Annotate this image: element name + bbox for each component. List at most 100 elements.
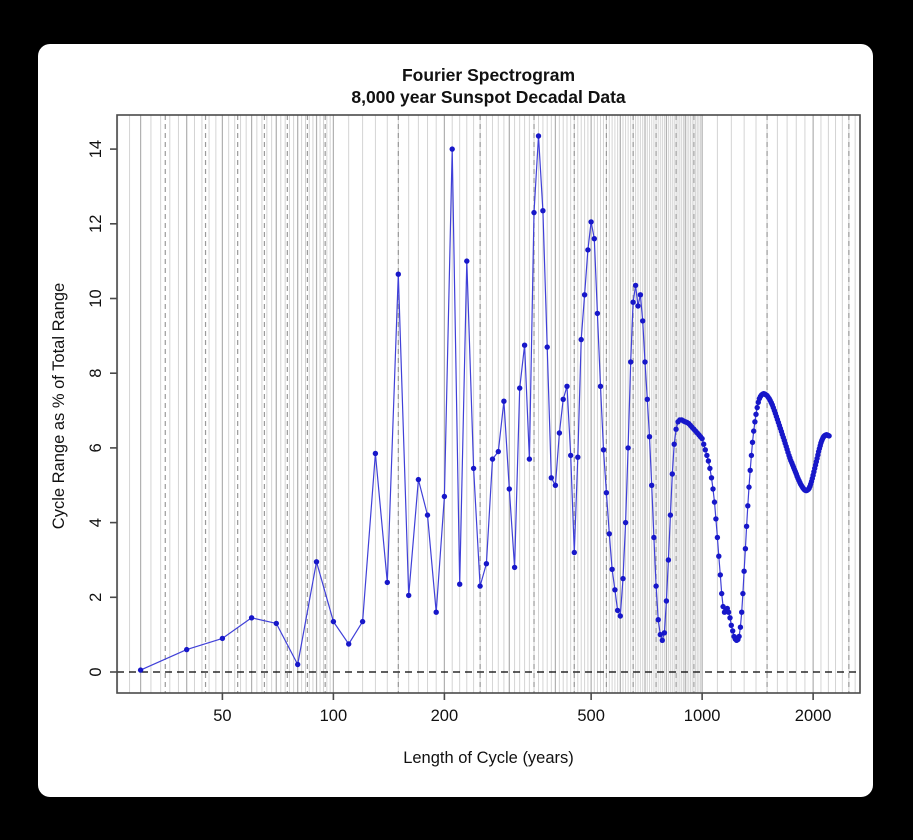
data-point bbox=[741, 568, 747, 574]
data-point bbox=[612, 587, 618, 593]
data-point bbox=[667, 512, 674, 518]
chart-card: Fourier Spectrogram 8,000 year Sunspot D… bbox=[38, 44, 873, 797]
data-point bbox=[673, 426, 679, 432]
data-point bbox=[184, 646, 190, 653]
data-point bbox=[441, 493, 448, 500]
x-tick-label: 1000 bbox=[684, 707, 721, 725]
data-point bbox=[736, 633, 742, 640]
data-point bbox=[501, 398, 507, 404]
data-point bbox=[730, 628, 736, 634]
data-point bbox=[457, 581, 463, 587]
y-tick-label: 6 bbox=[87, 443, 105, 452]
data-point bbox=[646, 434, 653, 440]
data-point bbox=[330, 618, 337, 625]
data-point bbox=[581, 292, 588, 298]
data-point bbox=[248, 615, 255, 621]
data-point bbox=[511, 564, 518, 571]
data-point bbox=[632, 282, 639, 289]
data-point bbox=[359, 618, 366, 625]
data-point bbox=[628, 359, 634, 365]
chart-title-line1: Fourier Spectrogram bbox=[401, 65, 576, 85]
chart-title: Fourier Spectrogram 8,000 year Sunspot D… bbox=[117, 64, 860, 108]
data-point bbox=[137, 667, 144, 673]
data-point bbox=[711, 499, 718, 505]
data-point bbox=[433, 609, 439, 615]
data-point bbox=[313, 559, 320, 565]
plot-area: 50 100 200 500 1000 2000 0 2 4 6 8 10 12 14 bbox=[87, 114, 861, 725]
data-point bbox=[657, 631, 663, 638]
x-tick-label: 2000 bbox=[795, 707, 832, 725]
data-point bbox=[705, 458, 712, 464]
data-point bbox=[384, 579, 390, 586]
data-point bbox=[737, 624, 744, 630]
data-point bbox=[219, 635, 226, 642]
data-point bbox=[535, 133, 542, 139]
data-point bbox=[663, 598, 670, 604]
data-point bbox=[564, 383, 570, 389]
data-point bbox=[747, 467, 753, 473]
data-point bbox=[506, 486, 512, 492]
data-point bbox=[699, 435, 705, 442]
data-point bbox=[600, 447, 607, 453]
y-tick-label: 2 bbox=[87, 593, 105, 602]
x-tick-label: 200 bbox=[431, 707, 459, 725]
data-point bbox=[578, 336, 584, 343]
y-tick-label: 10 bbox=[87, 289, 105, 307]
data-point bbox=[669, 471, 675, 477]
data-point bbox=[395, 271, 401, 277]
data-point bbox=[295, 661, 301, 668]
plot-border bbox=[116, 114, 861, 694]
data-point bbox=[719, 590, 725, 597]
data-point bbox=[753, 411, 759, 417]
data-point bbox=[739, 609, 745, 615]
data-point bbox=[714, 534, 721, 541]
data-point bbox=[826, 433, 832, 439]
data-point bbox=[531, 209, 537, 216]
data-point bbox=[597, 383, 604, 389]
y-tick-label: 12 bbox=[87, 215, 105, 233]
data-point bbox=[653, 583, 659, 589]
data-point bbox=[552, 482, 559, 488]
x-tick-label: 500 bbox=[577, 707, 605, 725]
data-point bbox=[746, 484, 752, 490]
data-point bbox=[526, 456, 533, 462]
data-point bbox=[464, 258, 470, 264]
data-point bbox=[752, 419, 758, 425]
data-point bbox=[571, 549, 577, 556]
data-points bbox=[137, 133, 832, 673]
data-point bbox=[701, 441, 707, 447]
data-point bbox=[585, 247, 591, 253]
data-point bbox=[568, 452, 574, 459]
data-point bbox=[606, 531, 612, 537]
x-tick-label: 50 bbox=[213, 707, 231, 725]
data-point bbox=[655, 617, 661, 623]
data-point bbox=[603, 490, 610, 496]
data-point bbox=[406, 592, 412, 599]
data-point bbox=[743, 523, 750, 529]
data-point bbox=[727, 615, 733, 621]
data-point bbox=[483, 561, 490, 567]
data-point bbox=[617, 613, 623, 619]
data-point bbox=[716, 553, 722, 559]
data-point bbox=[708, 475, 715, 481]
data-point bbox=[372, 450, 379, 457]
data-point bbox=[751, 428, 757, 434]
data-point bbox=[671, 441, 677, 447]
data-point bbox=[748, 452, 755, 459]
data-point bbox=[477, 583, 483, 589]
data-point bbox=[642, 359, 648, 365]
data-point bbox=[594, 310, 601, 317]
data-point bbox=[742, 546, 749, 552]
data-point bbox=[710, 486, 716, 492]
data-point bbox=[415, 476, 422, 483]
data-point bbox=[560, 396, 566, 402]
data-point bbox=[720, 603, 726, 610]
data-point bbox=[470, 465, 477, 472]
data-point bbox=[637, 292, 644, 298]
data-point bbox=[489, 456, 496, 462]
data-point bbox=[609, 566, 615, 572]
y-tick-label: 8 bbox=[87, 369, 105, 378]
data-point bbox=[651, 534, 657, 541]
data-point bbox=[661, 630, 668, 636]
